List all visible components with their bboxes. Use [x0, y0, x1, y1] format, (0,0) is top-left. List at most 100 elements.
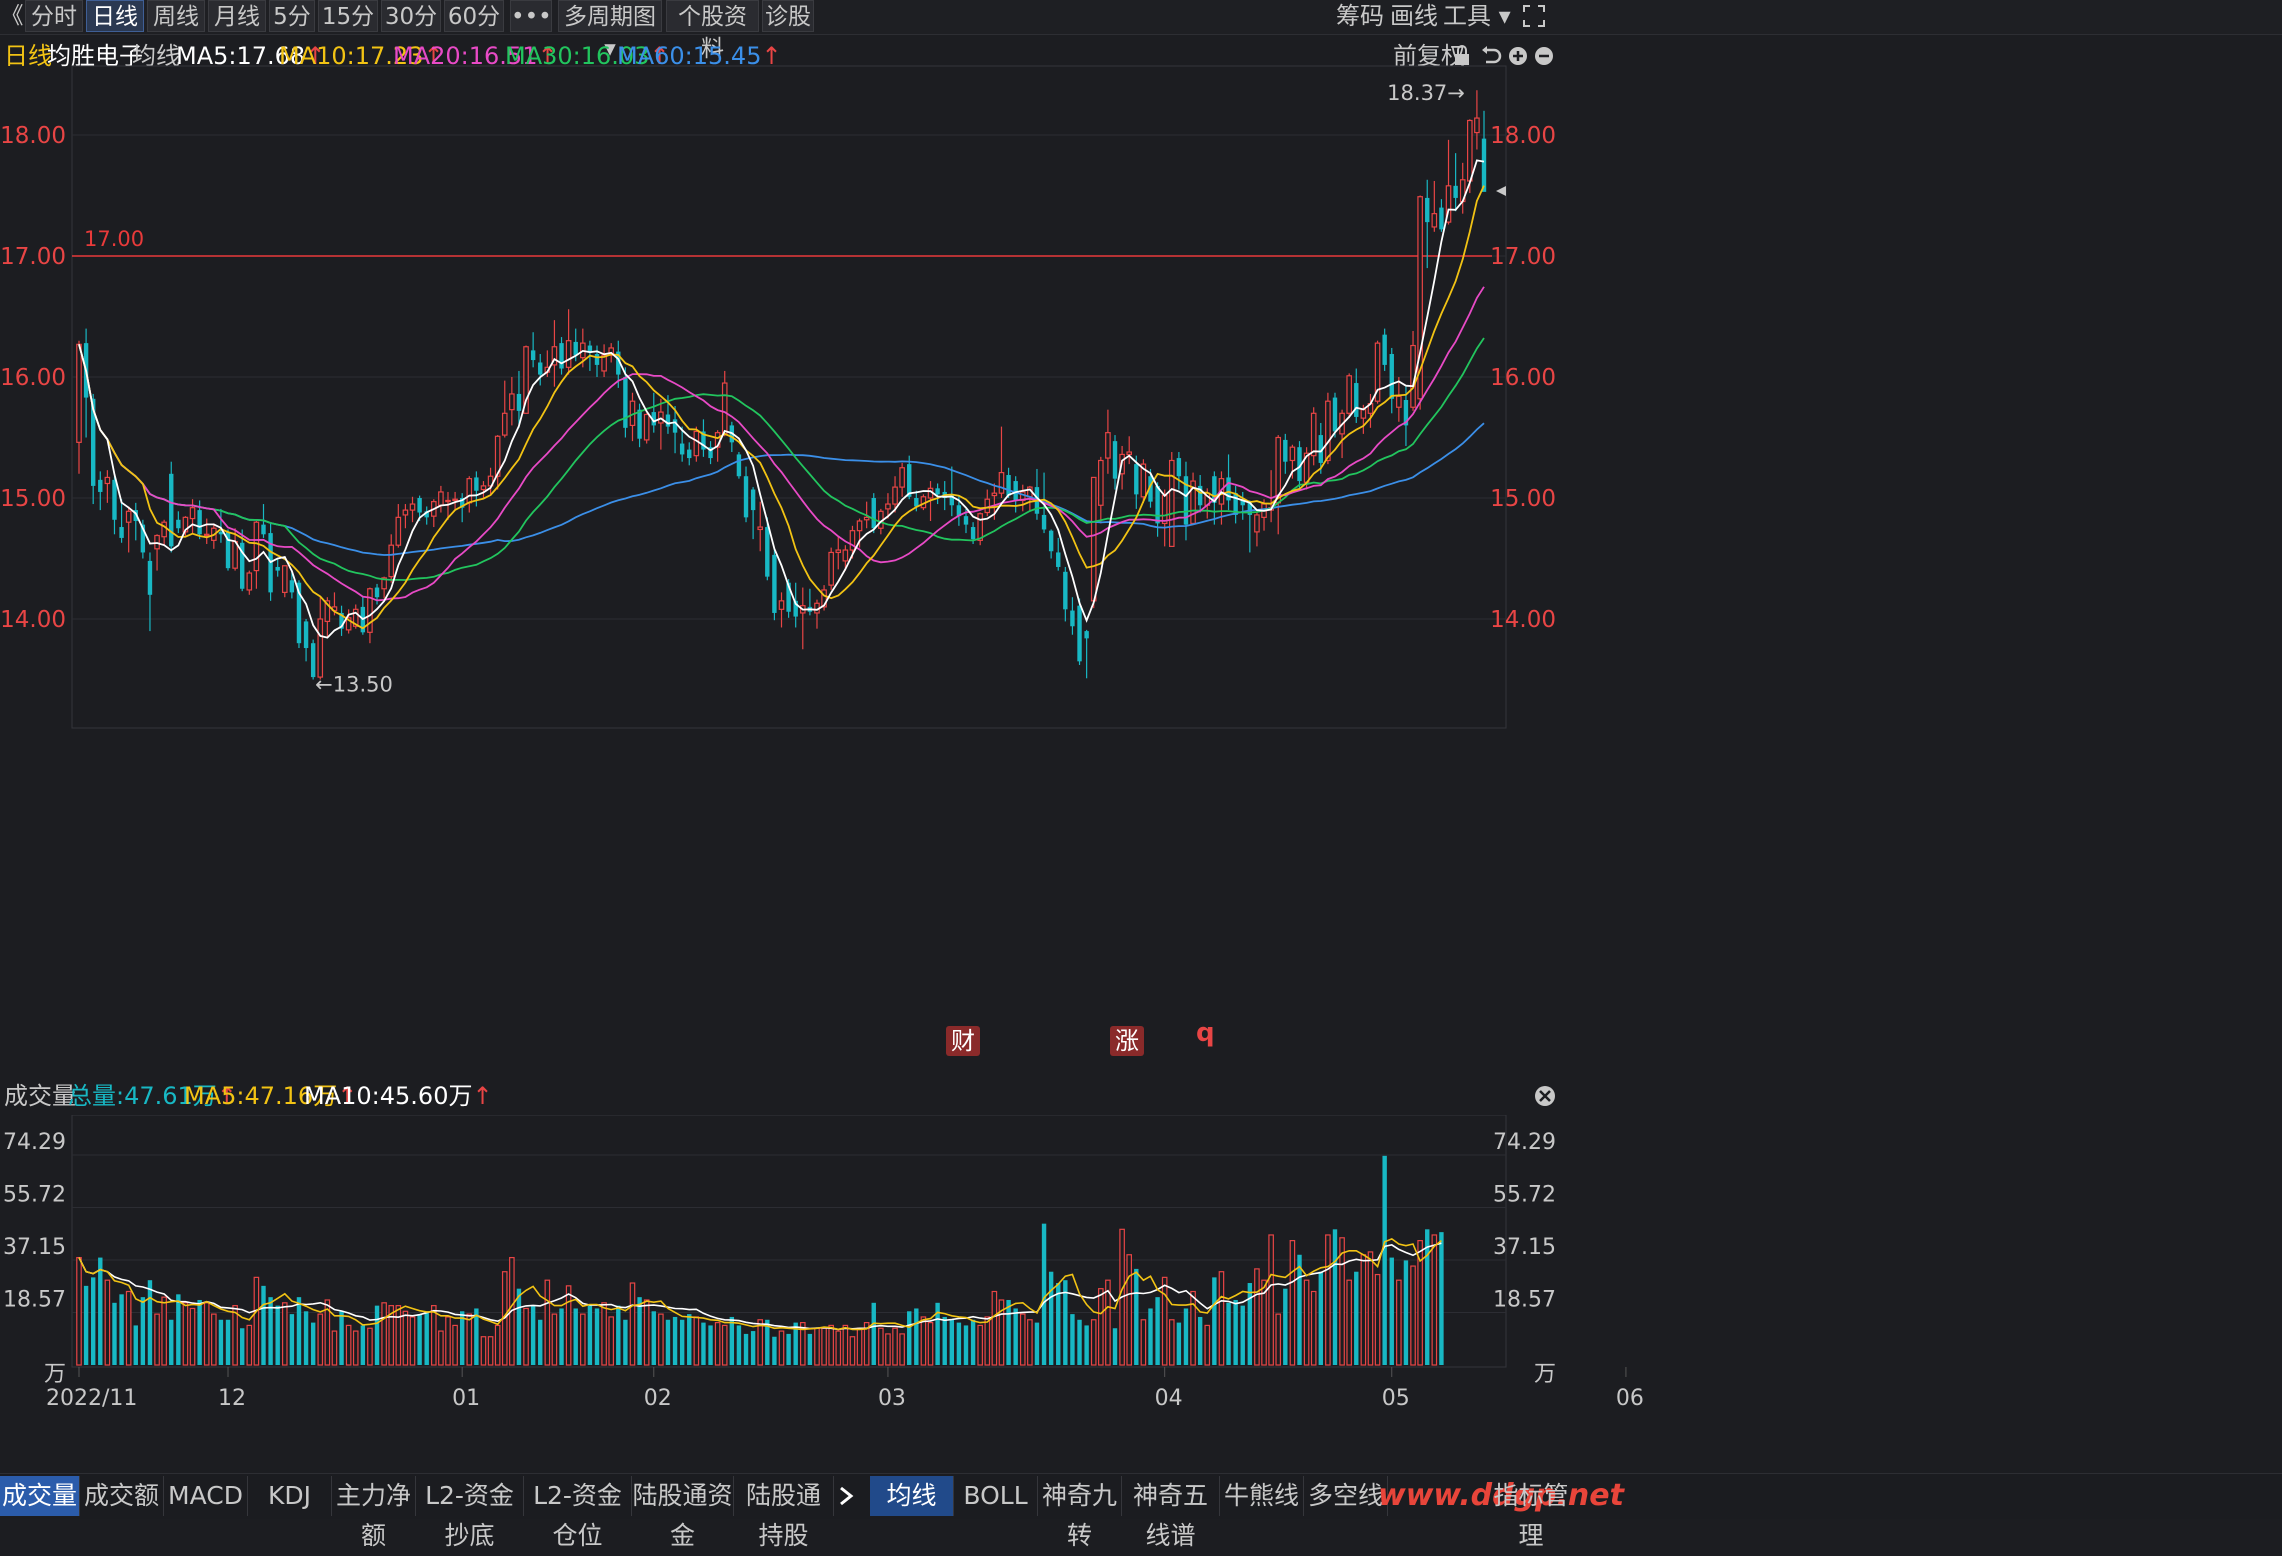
- tab-main-net[interactable]: 主力净额: [332, 1476, 416, 1550]
- limit-up-marker[interactable]: 涨: [1110, 1026, 1144, 1056]
- volume-bar-up: [445, 1316, 451, 1366]
- tab-five-line[interactable]: 神奇五线谱: [1122, 1476, 1220, 1550]
- volume-bar-up: [345, 1324, 352, 1366]
- tab-weekly[interactable]: 周线: [147, 0, 205, 32]
- candle-body-down: [303, 621, 309, 649]
- candle-body-down: [1354, 383, 1359, 417]
- stock-profile-button[interactable]: 个股资料: [666, 0, 759, 62]
- tab-monthly[interactable]: 月线: [208, 0, 266, 32]
- candle-body-down: [98, 479, 103, 492]
- candle-body-down: [147, 560, 153, 595]
- volume-bar-up: [1168, 1319, 1175, 1366]
- tab-daily[interactable]: 日线: [86, 0, 144, 32]
- zoom-in-icon[interactable]: [1509, 47, 1527, 65]
- volume-bar-up: [643, 1299, 650, 1366]
- tab-bull-bear[interactable]: 牛熊线: [1220, 1476, 1304, 1516]
- earnings-marker[interactable]: 财: [946, 1026, 980, 1056]
- chips-button[interactable]: 筹码: [1336, 2, 1384, 30]
- candle-body-up: [601, 354, 607, 372]
- candle-body-down: [1403, 399, 1409, 426]
- candle-body-down: [1481, 138, 1487, 192]
- volume-chart[interactable]: 74.29 74.29 55.72 55.72 37.15 37.15 18.57 18.57…: [0, 1115, 2282, 1473]
- draw-line-button[interactable]: 画线: [1390, 2, 1438, 30]
- volume-bar-up: [402, 1310, 409, 1366]
- candle-body-up: [1168, 459, 1175, 547]
- x-axis-label: 06: [1616, 1386, 1644, 1411]
- q-marker[interactable]: q: [1196, 1018, 1215, 1048]
- candle-body-down: [1183, 476, 1189, 525]
- tab-l2-position[interactable]: L2-资金仓位: [524, 1476, 632, 1550]
- scroll-right-icon[interactable]: [838, 1486, 854, 1506]
- stock-name: 均胜电子: [47, 42, 143, 70]
- volume-bar-up: [76, 1256, 82, 1366]
- volume-bar-down: [1233, 1299, 1238, 1365]
- volume-bar-down: [672, 1316, 678, 1365]
- adjust-mode-label[interactable]: 前复权: [1393, 42, 1465, 70]
- close-volume-panel-icon[interactable]: [1534, 1085, 1556, 1107]
- tab-long-short[interactable]: 多空线: [1304, 1476, 1388, 1516]
- back-icon[interactable]: 《: [0, 3, 24, 29]
- fullscreen-icon[interactable]: [1522, 4, 1546, 28]
- volume-bar-up: [998, 1299, 1005, 1366]
- tab-northbound-holdings[interactable]: 陆股通持股: [734, 1476, 834, 1550]
- tab-volume[interactable]: 成交量: [0, 1476, 80, 1516]
- volume-frame: [71, 1115, 1507, 1368]
- candle-body-down: [1070, 610, 1075, 627]
- volume-bar-down: [112, 1302, 117, 1365]
- multi-period-dropdown[interactable]: 多周期图 ▾: [558, 0, 662, 62]
- volume-bar-down: [559, 1308, 564, 1365]
- tab-intraday[interactable]: 分时: [25, 0, 83, 32]
- candle-body-up: [1289, 446, 1296, 462]
- volume-bar-down: [935, 1302, 940, 1365]
- tab-macd[interactable]: MACD: [164, 1476, 248, 1516]
- volume-bar-up: [211, 1313, 217, 1366]
- volume-bar-up: [757, 1319, 764, 1366]
- tab-l2-bottom[interactable]: L2-资金抄底: [416, 1476, 524, 1550]
- tab-kdj[interactable]: KDJ: [248, 1476, 332, 1516]
- candle-body-up: [1325, 400, 1331, 462]
- candle-body-down: [1226, 477, 1231, 501]
- tab-30min[interactable]: 30分: [381, 0, 441, 32]
- volume-bar-up: [1268, 1234, 1274, 1366]
- y-tick-label-left: 18.00: [0, 123, 66, 149]
- volume-bar-up: [565, 1285, 572, 1366]
- candle-body-down: [743, 476, 749, 518]
- candle-body-down: [417, 498, 422, 513]
- volume-bar-up: [1161, 1276, 1168, 1366]
- tab-nine-turn[interactable]: 神奇九转: [1038, 1476, 1122, 1550]
- diagnose-button[interactable]: 诊股: [762, 0, 814, 32]
- volume-bar-up: [203, 1302, 210, 1366]
- volume-bar-down: [573, 1308, 578, 1365]
- lock-icon[interactable]: [1455, 45, 1469, 65]
- tab-northbound-funds[interactable]: 陆股通资金: [632, 1476, 734, 1550]
- zoom-out-icon[interactable]: [1535, 47, 1553, 65]
- volume-bar-up: [317, 1313, 324, 1366]
- candle-body-down: [594, 354, 600, 365]
- tab-boll[interactable]: BOLL: [954, 1476, 1038, 1516]
- volume-tick-label-left: 37.15: [3, 1235, 66, 1260]
- candle-body-up: [1090, 476, 1097, 602]
- tab-60min[interactable]: 60分: [444, 0, 504, 32]
- volume-bar-up: [977, 1324, 983, 1366]
- indicator-name[interactable]: 均线: [132, 42, 180, 70]
- more-periods-button[interactable]: •••: [510, 0, 552, 32]
- candlestick-chart[interactable]: 18.00 18.00 17.00 17.00 16.00 16.00 15.00 15.00…: [0, 60, 2282, 1070]
- candle-body-down: [1318, 435, 1323, 463]
- volume-bar-up: [1303, 1279, 1310, 1366]
- tools-dropdown[interactable]: 工具 ▾: [1443, 2, 1511, 30]
- tab-turnover[interactable]: 成交额: [80, 1476, 164, 1516]
- tab-15min[interactable]: 15分: [318, 0, 378, 32]
- indicator-manage-button[interactable]: 指标管理: [1493, 1481, 1569, 1550]
- volume-bar-down: [1112, 1328, 1118, 1365]
- volume-bar-up: [1261, 1279, 1267, 1366]
- volume-ma10: MA10:45.60万↑: [304, 1082, 493, 1110]
- candle-body-up: [1105, 432, 1111, 459]
- x-axis-label: 04: [1155, 1386, 1183, 1411]
- tab-5min[interactable]: 5分: [269, 0, 315, 32]
- candle-body-down: [871, 498, 876, 529]
- volume-tick-label-left: 55.72: [3, 1182, 66, 1207]
- volume-bar-up: [189, 1307, 196, 1366]
- tab-ma[interactable]: 均线: [870, 1476, 954, 1516]
- candle-body-up: [1445, 185, 1452, 223]
- undo-icon[interactable]: [1482, 46, 1502, 64]
